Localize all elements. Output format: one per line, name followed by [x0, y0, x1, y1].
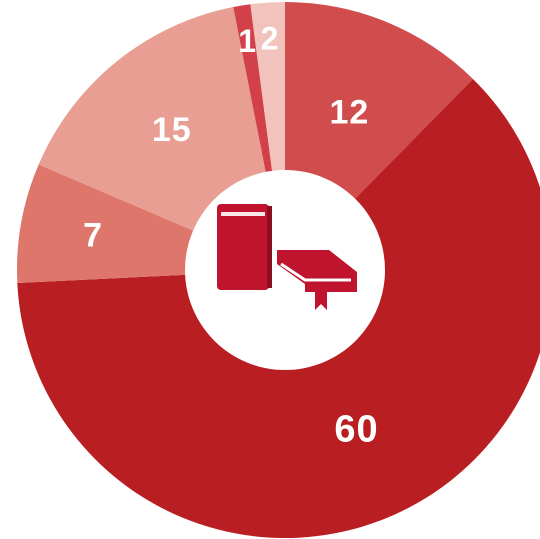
- slice-label-15: 15: [152, 111, 192, 149]
- slice-label-7: 7: [83, 216, 103, 254]
- upright-book-shape: [217, 204, 269, 290]
- slice-label-1: 1: [238, 23, 257, 59]
- center-hole: [185, 170, 385, 370]
- labels-group: 12 60 7 15 1 2: [83, 20, 378, 451]
- lying-book-bottom: [305, 284, 357, 292]
- slice-label-2: 2: [261, 20, 280, 56]
- lying-book-pages: [280, 262, 351, 282]
- upright-book-spine: [267, 206, 272, 288]
- bookmark-ribbon: [315, 292, 327, 310]
- books-icon: [217, 204, 357, 310]
- slice-label-12: 12: [330, 94, 370, 132]
- upright-book-band: [221, 212, 265, 216]
- slice-label-60: 60: [334, 409, 378, 451]
